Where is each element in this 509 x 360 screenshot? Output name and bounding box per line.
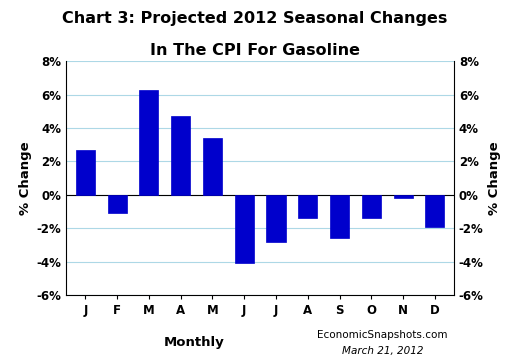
Text: March 21, 2012: March 21, 2012: [341, 346, 422, 356]
Bar: [203, 138, 221, 195]
Y-axis label: % Change: % Change: [487, 141, 500, 215]
Bar: [139, 90, 158, 195]
Bar: [266, 195, 285, 242]
Bar: [76, 150, 95, 195]
Text: EconomicSnapshots.com: EconomicSnapshots.com: [317, 330, 447, 340]
Y-axis label: % Change: % Change: [19, 141, 33, 215]
Text: In The CPI For Gasoline: In The CPI For Gasoline: [150, 43, 359, 58]
Text: Chart 3: Projected 2012 Seasonal Changes: Chart 3: Projected 2012 Seasonal Changes: [62, 11, 447, 26]
Bar: [171, 116, 190, 195]
Bar: [361, 195, 380, 218]
Bar: [425, 195, 443, 227]
Bar: [107, 195, 126, 213]
Bar: [393, 195, 412, 198]
Bar: [234, 195, 253, 264]
Text: Monthly: Monthly: [163, 336, 224, 349]
Bar: [298, 195, 317, 218]
Bar: [329, 195, 348, 238]
